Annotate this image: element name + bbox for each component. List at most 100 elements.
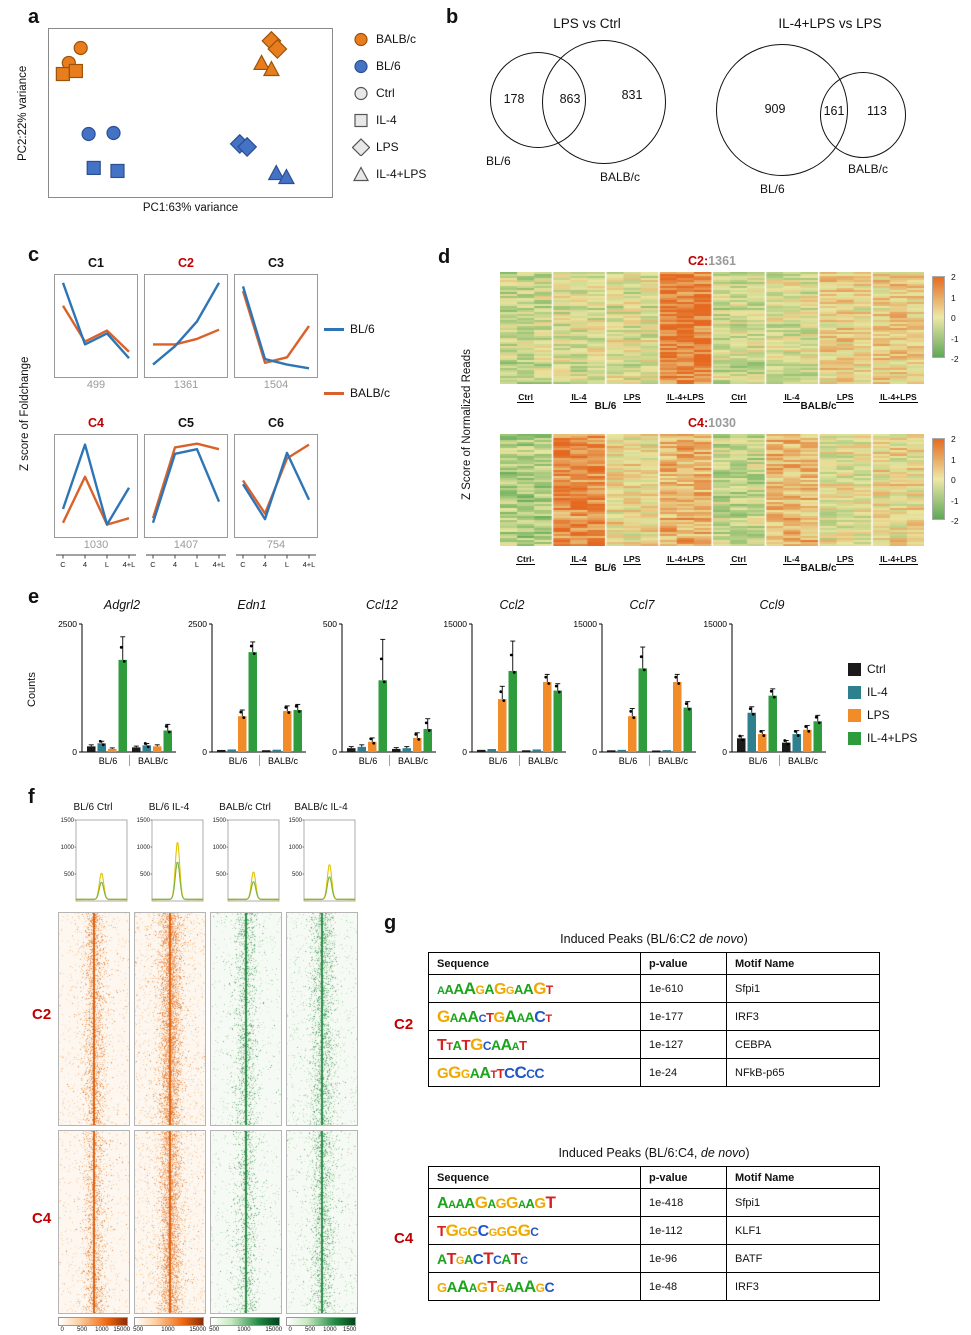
venn-circle-right <box>542 40 666 164</box>
motif-letter: A <box>500 1036 513 1054</box>
tornado-column-title: BALB/c IL-4 <box>294 802 348 813</box>
motif-letter: A <box>463 978 476 998</box>
motif-letter: G <box>437 1006 450 1026</box>
motif-letter: A <box>523 1276 536 1296</box>
data-dot <box>417 738 421 741</box>
colorbar-tick-label: 1000 <box>95 1327 109 1333</box>
colorbar-tick-label: 500 <box>77 1327 88 1333</box>
tornado-heatmap-c2 <box>58 912 130 1126</box>
motif-letter: C <box>526 1066 535 1081</box>
motif-letter: A <box>468 1280 478 1295</box>
bar <box>142 745 151 752</box>
data-dot <box>98 739 102 743</box>
diamond-icon <box>352 138 370 156</box>
motif-letter: G <box>437 1064 449 1082</box>
data-dot <box>786 742 790 746</box>
data-dot <box>379 657 383 661</box>
colorbar-tick-label: 0 <box>951 475 956 485</box>
profile-y-tick-label: 1500 <box>61 818 75 824</box>
motif-letter: T <box>437 1036 447 1054</box>
tornado-heatmap-c2 <box>286 912 358 1126</box>
y-max-label: 15000 <box>703 619 727 629</box>
motif-letter: G <box>496 1223 507 1239</box>
axis-tick-label: C <box>150 560 156 569</box>
line-legend-bl6: BL/6 <box>324 322 375 336</box>
motif-letter: G <box>505 984 515 997</box>
colorbar-tick-label: -2 <box>951 354 959 364</box>
triangle-point <box>277 168 295 185</box>
bar <box>683 707 692 752</box>
plot-frame <box>234 434 318 538</box>
heatmap-col-label: LPS <box>607 549 658 567</box>
bar-plot: 2500 0 BL/6 BALB/c <box>58 619 176 766</box>
bar <box>813 721 822 752</box>
diamond-point <box>237 136 258 157</box>
tornado-row-label-c2: C2 <box>32 1006 52 1023</box>
heatmap-col-label-text: LPS <box>835 554 855 565</box>
data-dot <box>804 725 808 729</box>
heatmap-c4-column-labels: Ctrl- IL-4 LPS IL-4+LPS Ctrl IL-4 LPS IL-4+LPS <box>500 549 924 565</box>
motif-name-cell: KLF1 <box>726 1216 880 1245</box>
heatmap-group-label: BL/6 <box>594 401 617 412</box>
cluster-line-plot-c1 <box>54 274 138 378</box>
bar <box>347 748 356 752</box>
motif-letter: A <box>452 1037 462 1053</box>
colorbar-tick-label: -1 <box>951 333 959 344</box>
colorbar-tick-label: 2 <box>951 434 956 444</box>
motif-letter: A <box>437 1250 447 1267</box>
title-text: ) <box>743 932 748 946</box>
heatmap-c4-title-cluster: C4: <box>688 416 709 430</box>
bar <box>368 741 377 752</box>
heatmap-c4 <box>500 434 924 546</box>
data-dot <box>814 715 818 719</box>
colorbar-tick-label: -2 <box>951 516 959 526</box>
bar <box>792 734 801 752</box>
data-dot <box>741 738 745 742</box>
heatmap-colorbar <box>932 276 945 358</box>
bar-plot: 15000 0 BL/6 BALB/c <box>703 619 826 766</box>
balbc-line <box>241 290 310 365</box>
venn-right-count: 831 <box>621 88 643 102</box>
cluster-count-c3: 1504 <box>263 379 289 391</box>
tornado-heatmap-c2 <box>134 912 206 1126</box>
triangle-legend-icon <box>352 166 370 182</box>
data-dot <box>297 710 301 713</box>
legend-swatch <box>848 708 861 722</box>
motif-letter: G <box>448 1062 461 1082</box>
cluster-count-c5: 1407 <box>173 539 199 551</box>
motif-pvalue-cell: 1e-96 <box>640 1244 727 1273</box>
motif-letter: G <box>506 1222 518 1240</box>
data-dot <box>547 682 551 685</box>
panel-e-label: e <box>28 586 40 608</box>
data-dot <box>629 709 633 713</box>
heatmap-c4-title: C4:1030 <box>500 416 924 430</box>
motif-name-cell: Sfpi1 <box>726 974 880 1003</box>
motif-letter: T <box>496 1065 505 1081</box>
heatmap-col-label-text: Ctrl <box>517 392 534 403</box>
data-dot <box>762 734 766 737</box>
tornado-heatmap-c4 <box>134 1130 206 1314</box>
square-icon <box>354 113 368 128</box>
motif-name-cell: IRF3 <box>726 1002 880 1031</box>
data-dot <box>642 668 646 672</box>
bar <box>737 738 746 752</box>
profile-y-tick-label: 500 <box>64 872 75 878</box>
cluster-title-c6: C6 <box>268 416 284 430</box>
bar <box>132 747 141 752</box>
tornado-heatmap-c4 <box>210 1130 282 1314</box>
bar <box>652 750 661 752</box>
gene-title: Ccl7 <box>629 598 655 612</box>
bar <box>118 659 127 752</box>
motif-sequence-cell: TTATGCAAAT <box>428 1030 641 1059</box>
motif-letter: A <box>524 1008 535 1025</box>
bl6-line <box>152 282 221 366</box>
data-dot <box>122 659 126 663</box>
profile-plot: 1500 1000 500 <box>61 818 128 902</box>
circle-icon <box>354 32 368 47</box>
foldchange-y-axis-label: Z score of Foldchange <box>19 356 31 472</box>
motif-letter: A <box>511 1040 520 1053</box>
pca-legend-label: BALB/c <box>376 32 417 46</box>
motif-letter: A <box>456 1276 469 1296</box>
data-dot <box>772 695 776 699</box>
bar <box>262 750 271 752</box>
